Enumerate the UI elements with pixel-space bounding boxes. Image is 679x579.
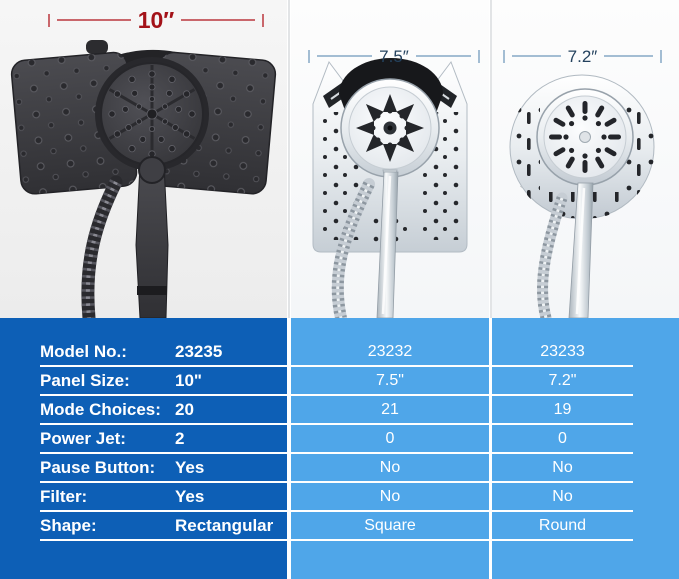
row-label: Mode Choices: (40, 399, 161, 419)
table-cell: Rectangular (175, 515, 274, 535)
table-row: 23233 (492, 338, 633, 367)
chrome-square-showerhead-illustration (312, 58, 468, 324)
table-cell: No (552, 458, 573, 476)
ruler-line (512, 55, 561, 57)
product-photo-black-10in (0, 0, 287, 325)
table-cell: Yes (175, 457, 205, 477)
table-cell: 10" (175, 370, 202, 390)
table-cell: No (552, 487, 573, 505)
ruler-line (317, 55, 373, 57)
table-row: Panel Size: 10" (40, 367, 287, 396)
ruler-tick (48, 13, 50, 27)
table-cell: 21 (381, 400, 399, 418)
table-cell: 2 (175, 428, 185, 448)
comparison-table-column-23232: 23232 7.5" 21 0 No No Square (291, 318, 489, 579)
handle (568, 182, 594, 319)
row-label: Model No.: (40, 341, 127, 361)
dimension-label: 7.5″ (379, 46, 409, 66)
center-spray-head (536, 88, 634, 186)
table-row: No (291, 483, 489, 512)
ruler-tick (660, 49, 662, 63)
handle (376, 169, 399, 319)
table-row: 21 (291, 396, 489, 425)
table-cell: 0 (558, 429, 567, 447)
ruler-tick (262, 13, 265, 27)
table-row: Filter: Yes (40, 483, 287, 512)
table-row: Shape: Rectangular (40, 512, 287, 541)
ruler-line (604, 55, 653, 57)
table-cell: No (379, 487, 401, 505)
ruler-line (57, 19, 131, 21)
table-row: 23232 (291, 338, 489, 367)
table-cell: 7.2" (548, 371, 577, 389)
table-row: No (492, 483, 633, 512)
row-label: Pause Button: (40, 457, 156, 477)
table-row: 0 (492, 425, 633, 454)
table-cell: Round (538, 516, 587, 534)
table-cell: 20 (175, 399, 194, 419)
comparison-table-column-23233: 23233 7.2" 19 0 No No Round (492, 318, 679, 579)
table-cell: 23233 (540, 342, 585, 360)
table-row: No (291, 454, 489, 483)
table-row: 7.2" (492, 367, 633, 396)
ruler-tick (478, 49, 480, 63)
comparison-table-labels-column: Model No.: 23235 Panel Size: 10" Mode Ch… (0, 318, 287, 579)
ruler-tick (503, 49, 505, 63)
product-photo-chrome-round-7-2in (492, 0, 679, 324)
dimension-label: 10″ (137, 6, 175, 33)
dimension-label: 7.2″ (567, 46, 598, 66)
table-cell: 23235 (175, 341, 223, 361)
table-row: Square (291, 512, 489, 541)
table-row: 0 (291, 425, 489, 454)
dimension-ruler-7-2in: 7.2″ (503, 45, 662, 67)
chrome-round-showerhead-illustration (509, 74, 655, 324)
center-spray-head (340, 78, 440, 178)
table-cell: Yes (175, 486, 205, 506)
product-photo-chrome-square-7-5in (291, 0, 489, 324)
table-row: Mode Choices: 20 (40, 396, 287, 425)
table-row: Power Jet: 2 (40, 425, 287, 454)
shower-hose (81, 175, 123, 325)
row-label: Panel Size: (40, 370, 130, 390)
photo-divider (489, 0, 492, 318)
row-label: Shape: (40, 515, 97, 535)
black-showerhead-illustration (10, 40, 277, 325)
table-cell: No (379, 458, 401, 476)
ruler-tick (308, 49, 310, 63)
table-row: Model No.: 23235 (40, 338, 287, 367)
table-cell: 0 (385, 429, 395, 447)
table-cell: 7.5" (376, 371, 404, 389)
ruler-line (181, 19, 256, 21)
center-spray-head (95, 57, 209, 171)
dimension-ruler-10in: 10″ (48, 6, 265, 34)
table-row: Round (492, 512, 633, 541)
ruler-line (415, 55, 471, 57)
shower-hose (331, 178, 375, 324)
handle (135, 156, 169, 319)
table-cell: Square (364, 516, 416, 534)
row-label: Power Jet: (40, 428, 126, 448)
row-label: Filter: (40, 486, 88, 506)
photo-divider (288, 0, 290, 318)
table-row: Pause Button: Yes (40, 454, 287, 483)
table-cell: 19 (553, 400, 572, 418)
table-cell: 23232 (367, 342, 413, 360)
table-row: No (492, 454, 633, 483)
table-row: 19 (492, 396, 633, 425)
shower-hose (537, 192, 568, 324)
table-row: 7.5" (291, 367, 489, 396)
dimension-ruler-7-5in: 7.5″ (308, 45, 480, 67)
